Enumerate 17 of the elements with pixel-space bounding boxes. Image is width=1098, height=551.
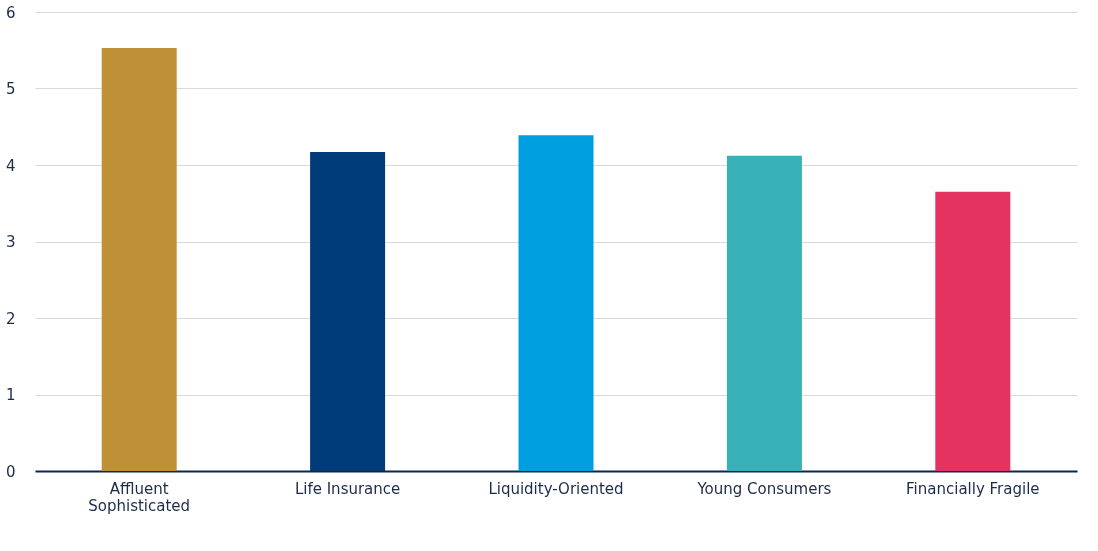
y-tick-label: 4 [5,156,16,175]
y-tick-label: 1 [5,386,16,404]
bar [726,155,802,471]
y-tick-label: 2 [5,309,16,328]
x-tick-label: Life Insurance [294,479,401,498]
y-tick-label: 0 [5,462,16,481]
bar [101,47,177,471]
bar [935,191,1011,471]
bar [310,152,386,471]
x-tick-label: Young Consumers [696,479,832,498]
bar [518,135,594,471]
y-tick-label: 5 [5,80,16,98]
x-tick-label: Financially Fragile [906,479,1040,498]
y-tick-label: 3 [5,233,16,251]
x-tick-label: Affluent Sophisticated [88,479,191,515]
x-tick-label: Liquidity-Oriented [488,479,624,498]
y-tick-label: 6 [5,3,16,22]
